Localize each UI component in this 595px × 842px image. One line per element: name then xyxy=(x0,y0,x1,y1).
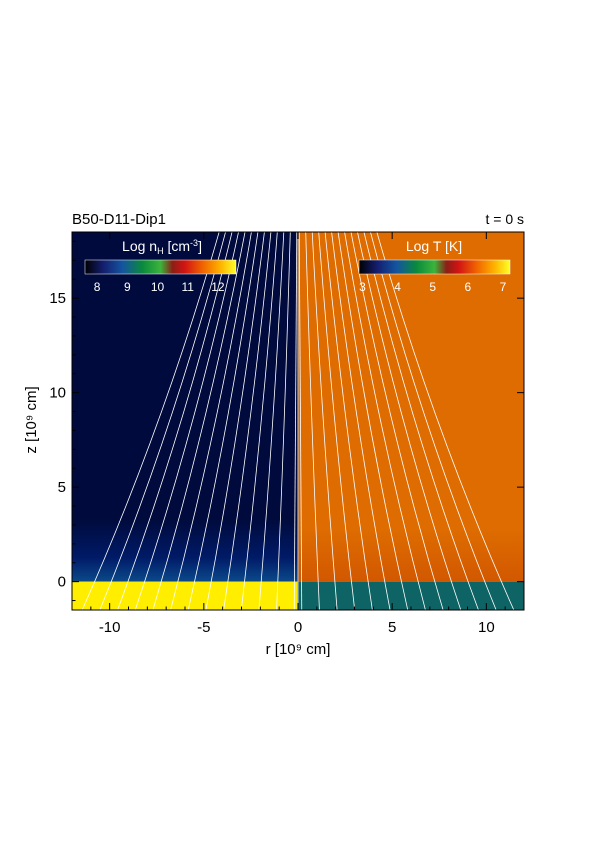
y-tick-label: 0 xyxy=(58,574,66,591)
field-line xyxy=(337,232,409,610)
x-tick-label: 0 xyxy=(294,619,302,636)
density-colorbar-title: Log nH [cm-3] xyxy=(122,238,202,256)
field-line xyxy=(134,232,239,610)
temperature-panel xyxy=(298,232,524,610)
field-line xyxy=(363,232,479,610)
temperature-colorbar-bar xyxy=(358,259,511,275)
density-colorbar-bar xyxy=(84,259,237,275)
density-unit-close: ] xyxy=(198,238,202,254)
x-tick-label: 10 xyxy=(478,619,495,636)
y-tick-label: 10 xyxy=(49,385,66,402)
field-line xyxy=(205,232,265,610)
y-axis: 0 5 10 15 xyxy=(49,240,524,602)
colorbar-tick-label: 4 xyxy=(394,280,401,294)
field-line xyxy=(324,232,373,610)
temperature-colorbar-title: Log T [K] xyxy=(406,238,462,254)
x-tick-label: 5 xyxy=(388,619,396,636)
field-line xyxy=(357,232,462,610)
x-axis: -10 -5 0 5 10 xyxy=(71,232,525,636)
colorbar-tick-label: 5 xyxy=(429,280,436,294)
field-line xyxy=(117,232,233,610)
field-line xyxy=(311,232,338,610)
colorbar-tick-label: 10 xyxy=(151,280,165,294)
density-colorbar: Log nH [cm-3] 8 9 10 11 12 xyxy=(84,238,237,294)
field-line xyxy=(170,232,252,610)
density-field-lines xyxy=(81,232,298,610)
y-axis-label: z [10⁹ cm] xyxy=(23,386,40,453)
temperature-field-lines xyxy=(298,232,515,610)
colorbar-tick-label: 12 xyxy=(211,280,225,294)
field-line xyxy=(223,232,272,610)
density-quantity: Log n xyxy=(122,238,157,254)
field-line xyxy=(318,232,356,610)
field-line xyxy=(187,232,259,610)
x-tick-label: -5 xyxy=(197,619,210,636)
colorbar-tick-label: 6 xyxy=(465,280,472,294)
field-line xyxy=(258,232,285,610)
y-tick-label: 15 xyxy=(49,290,66,307)
density-panel xyxy=(72,232,298,610)
figure-title: B50-D11-Dip1 xyxy=(72,211,166,228)
colorbar-tick-label: 9 xyxy=(124,280,131,294)
time-label: t = 0 s xyxy=(485,211,524,227)
field-line xyxy=(344,232,426,610)
colorbar-tick-label: 3 xyxy=(359,280,366,294)
x-tick-label: -10 xyxy=(99,619,121,636)
field-line xyxy=(293,232,298,610)
field-line xyxy=(376,232,515,610)
field-line xyxy=(99,232,226,610)
field-line xyxy=(350,232,444,610)
colorbar-tick-label: 11 xyxy=(181,280,194,294)
colorbar-tick-label: 8 xyxy=(94,280,101,294)
field-line xyxy=(81,232,220,610)
density-subscript: H xyxy=(157,246,164,256)
field-line xyxy=(331,232,391,610)
field-line xyxy=(152,232,246,610)
field-line xyxy=(298,232,303,610)
field-line xyxy=(240,232,278,610)
temperature-colorbar: Log T [K] 3 4 5 6 7 xyxy=(358,238,511,294)
field-line xyxy=(276,232,291,610)
density-unit: [cm xyxy=(164,238,190,254)
density-unit-superscript: -3 xyxy=(190,238,198,248)
field-line xyxy=(370,232,497,610)
colorbar-tick-label: 7 xyxy=(500,280,507,294)
x-axis-label: r [10⁹ cm] xyxy=(266,641,331,658)
field-line xyxy=(305,232,320,610)
y-tick-label: 5 xyxy=(58,479,66,496)
